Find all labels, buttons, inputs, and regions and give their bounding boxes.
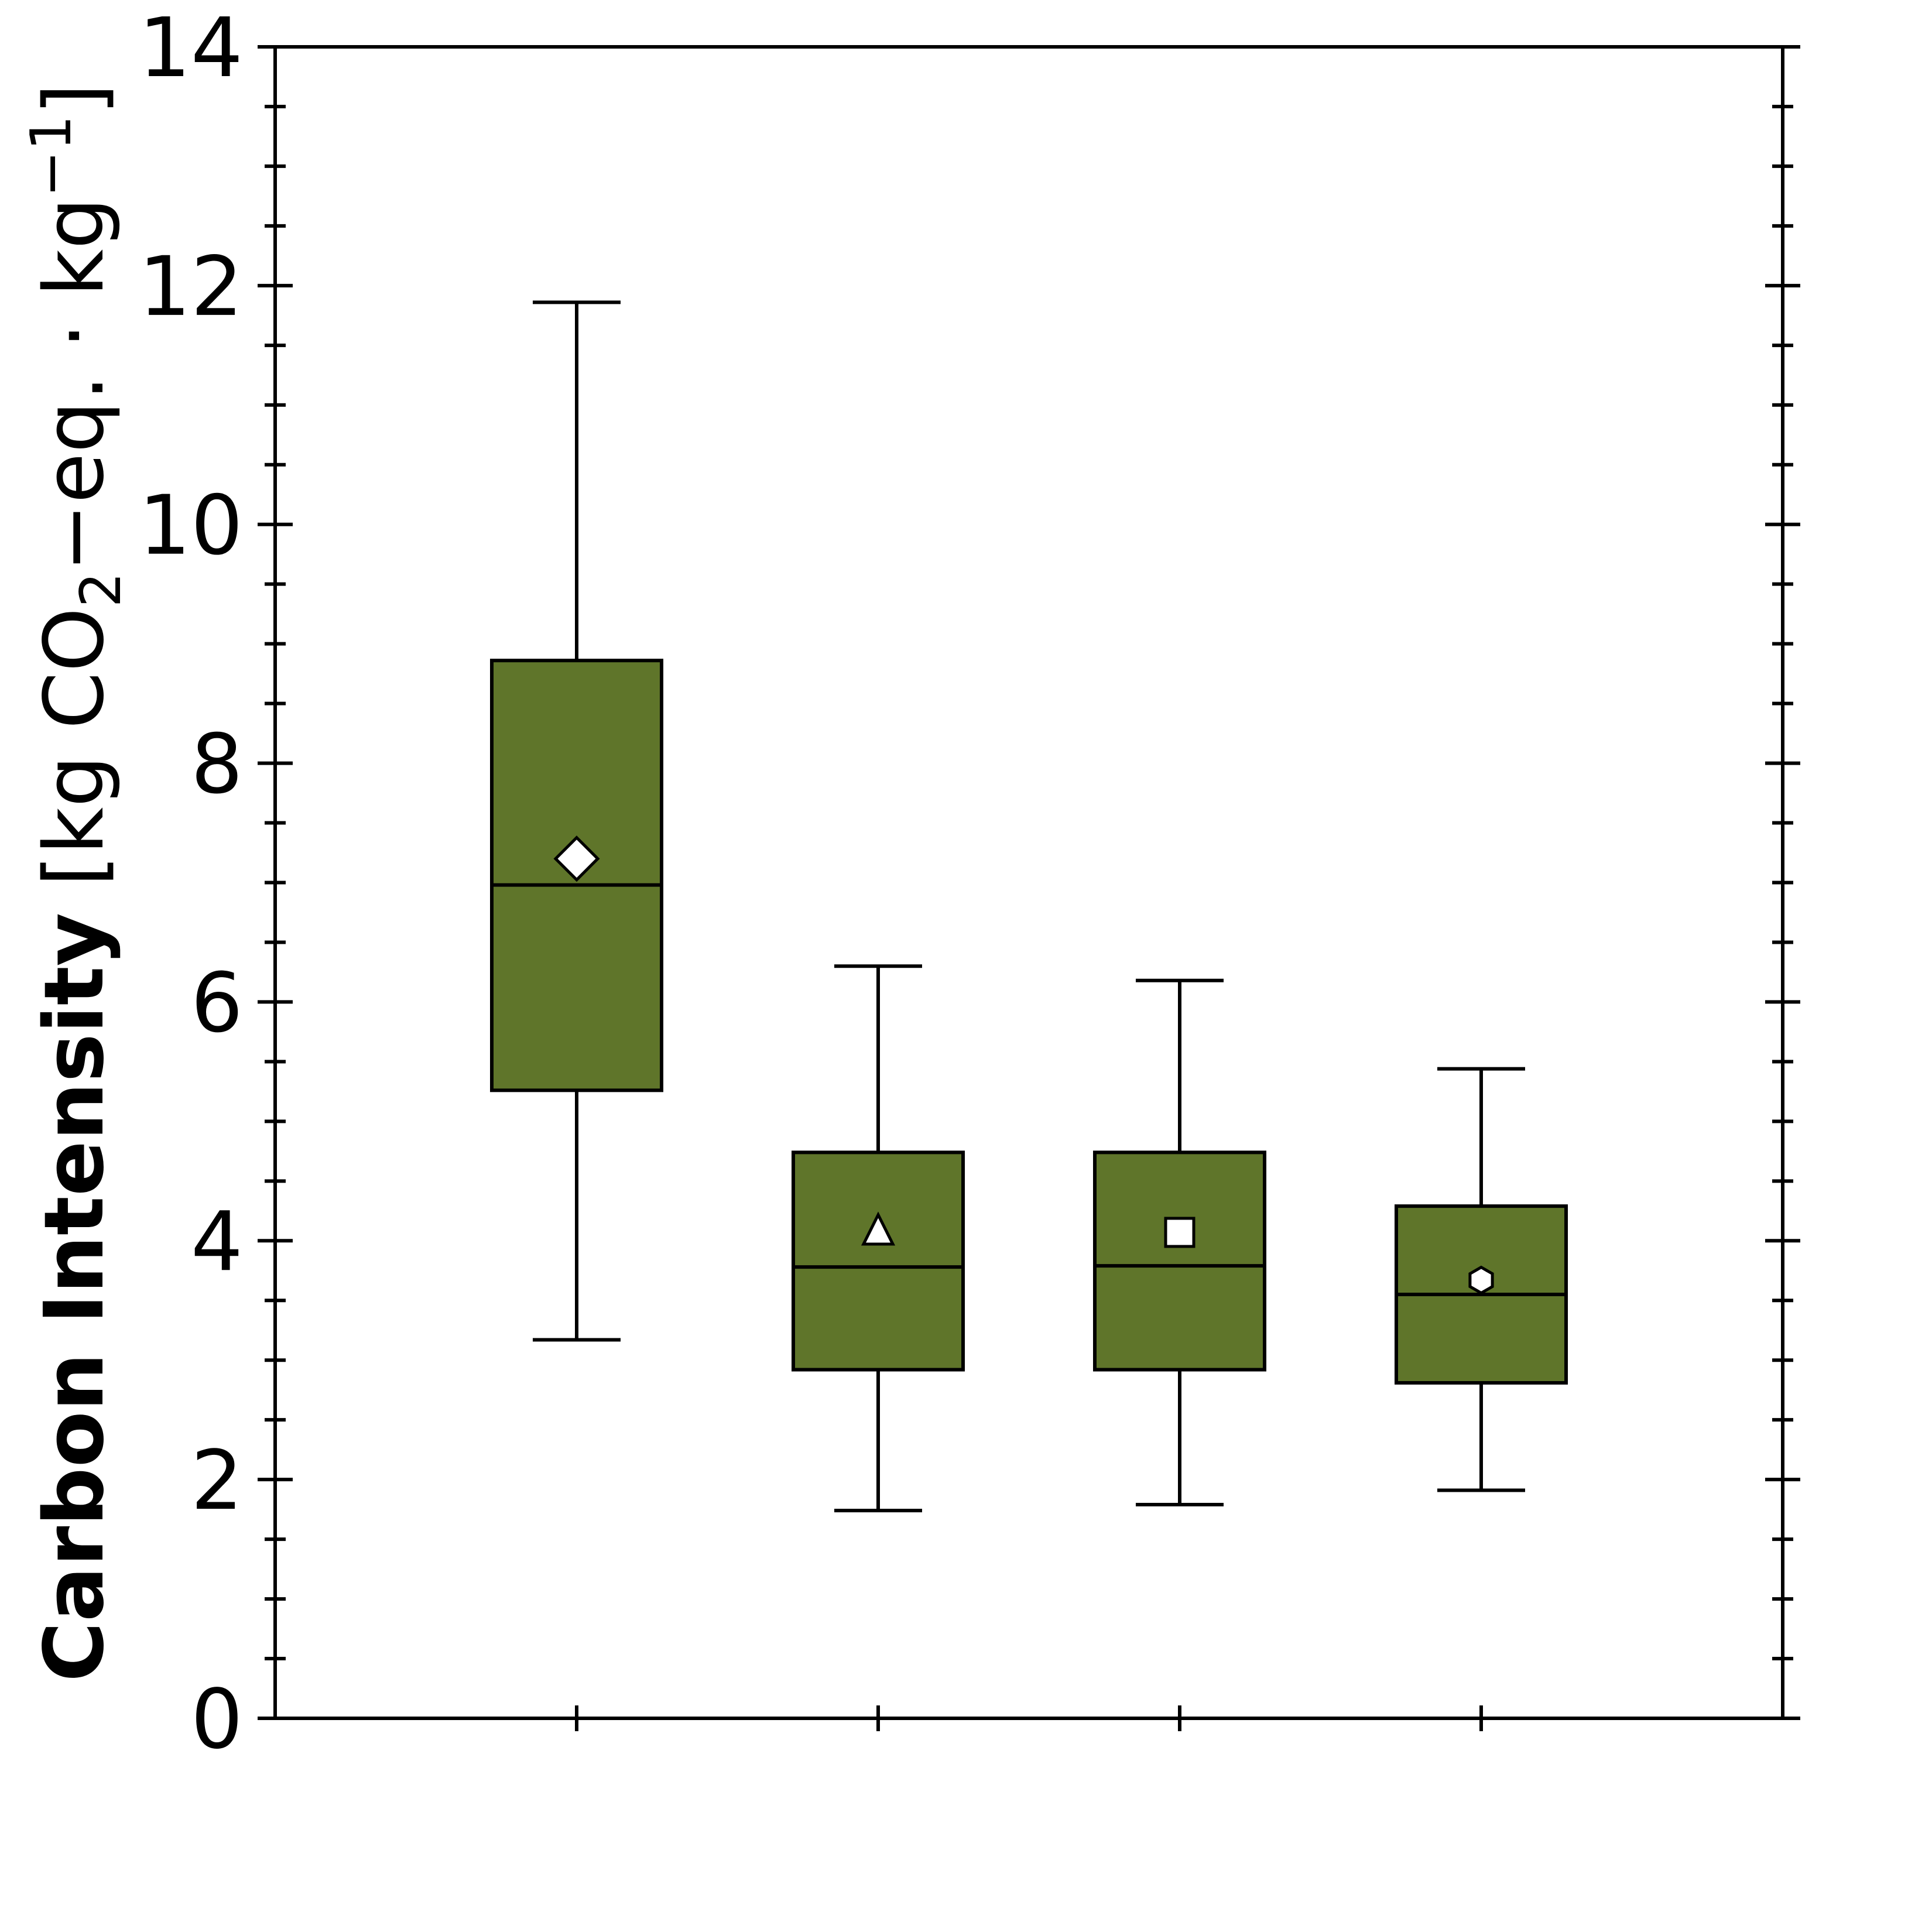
mean-marker-square: [1164, 1217, 1195, 1248]
iqr-box: [1093, 1150, 1266, 1372]
box-group: [490, 300, 663, 1342]
box-group: [1395, 1067, 1568, 1492]
y-tick-label: 0: [191, 1672, 243, 1767]
y-axis-label-unit-mid: −eq. · kg: [27, 197, 122, 572]
y-axis-tick-labels: 0 2 4 6 8 10 12 14: [139, 1, 243, 1767]
y-tick-label: 12: [139, 239, 243, 335]
boxes-layer: [490, 300, 1568, 1513]
y-axis-label-bold: Carbon Intensity: [27, 913, 122, 1682]
y-axis-label-unit-open: [kg CO: [27, 608, 122, 913]
mean-marker-triangle: [861, 1211, 896, 1246]
mean-marker-hexagon: [1468, 1265, 1494, 1295]
y-tick-label: 2: [191, 1433, 243, 1529]
y-axis-ticks: [258, 45, 1800, 1720]
box-group: [792, 964, 965, 1513]
y-tick-label: 6: [191, 955, 243, 1051]
y-tick-label: 8: [191, 717, 243, 813]
y-axis-label: Carbon Intensity [kg CO2−eq. · kg−1]: [19, 83, 133, 1682]
iqr-box: [792, 1150, 965, 1372]
y-axis-label-superscript: −1: [19, 115, 84, 197]
plot-frame: [273, 45, 1784, 1720]
y-axis-label-unit-close: ]: [27, 83, 122, 115]
y-tick-label: 4: [191, 1194, 243, 1290]
y-tick-label: 10: [139, 478, 243, 574]
x-axis-ticks: [575, 1705, 1483, 1731]
y-axis-label-subscript: 2: [69, 572, 133, 607]
mean-marker-diamond: [553, 835, 600, 882]
box-group: [1093, 978, 1266, 1506]
y-tick-label: 14: [139, 1, 243, 96]
